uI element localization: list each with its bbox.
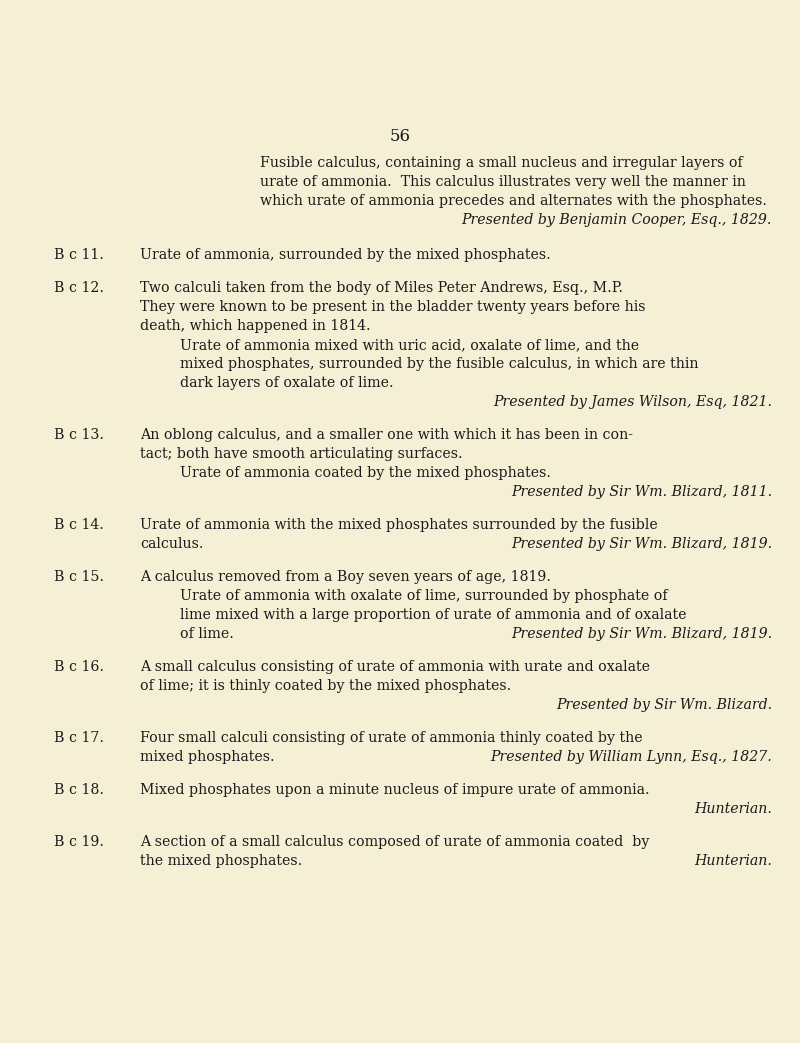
Text: Presented by James Wilson, Esq, 1821.: Presented by James Wilson, Esq, 1821. [493,395,772,409]
Text: Urate of ammonia with the mixed phosphates surrounded by the fusible: Urate of ammonia with the mixed phosphat… [140,518,658,532]
Text: urate of ammonia.  This calculus illustrates very well the manner in: urate of ammonia. This calculus illustra… [260,175,746,189]
Text: A calculus removed from a Boy seven years of age, 1819.: A calculus removed from a Boy seven year… [140,571,551,584]
Text: the mixed phosphates.: the mixed phosphates. [140,854,302,868]
Text: 56: 56 [390,128,410,145]
Text: A section of a small calculus composed of urate of ammonia coated  by: A section of a small calculus composed o… [140,835,650,849]
Text: They were known to be present in the bladder twenty years before his: They were known to be present in the bla… [140,300,646,314]
Text: Mixed phosphates upon a minute nucleus of impure urate of ammonia.: Mixed phosphates upon a minute nucleus o… [140,783,650,797]
Text: Urate of ammonia with oxalate of lime, surrounded by phosphate of: Urate of ammonia with oxalate of lime, s… [180,589,668,603]
Text: Presented by Sir Wm. Blizard, 1819.: Presented by Sir Wm. Blizard, 1819. [511,627,772,641]
Text: Presented by Benjamin Cooper, Esq., 1829.: Presented by Benjamin Cooper, Esq., 1829… [462,213,772,227]
Text: B c 17.: B c 17. [54,731,104,745]
Text: Presented by William Lynn, Esq., 1827.: Presented by William Lynn, Esq., 1827. [490,750,772,765]
Text: Four small calculi consisting of urate of ammonia thinly coated by the: Four small calculi consisting of urate o… [140,731,642,745]
Text: which urate of ammonia precedes and alternates with the phosphates.: which urate of ammonia precedes and alte… [260,194,767,208]
Text: of lime; it is thinly coated by the mixed phosphates.: of lime; it is thinly coated by the mixe… [140,679,511,693]
Text: Hunterian.: Hunterian. [694,854,772,868]
Text: An oblong calculus, and a smaller one with which it has been in con-: An oblong calculus, and a smaller one wi… [140,428,633,442]
Text: Two calculi taken from the body of Miles Peter Andrews, Esq., M.P.: Two calculi taken from the body of Miles… [140,281,623,295]
Text: Urate of ammonia, surrounded by the mixed phosphates.: Urate of ammonia, surrounded by the mixe… [140,248,550,262]
Text: Presented by Sir Wm. Blizard.: Presented by Sir Wm. Blizard. [556,698,772,712]
Text: Urate of ammonia coated by the mixed phosphates.: Urate of ammonia coated by the mixed pho… [180,466,551,480]
Text: tact; both have smooth articulating surfaces.: tact; both have smooth articulating surf… [140,447,462,461]
Text: calculus.: calculus. [140,537,203,551]
Text: Fusible calculus, containing a small nucleus and irregular layers of: Fusible calculus, containing a small nuc… [260,156,742,170]
Text: mixed phosphates.: mixed phosphates. [140,750,274,765]
Text: Urate of ammonia mixed with uric acid, oxalate of lime, and the: Urate of ammonia mixed with uric acid, o… [180,338,639,351]
Text: of lime.: of lime. [180,627,234,641]
Text: B c 13.: B c 13. [54,428,104,442]
Text: death, which happened in 1814.: death, which happened in 1814. [140,319,370,333]
Text: mixed phosphates, surrounded by the fusible calculus, in which are thin: mixed phosphates, surrounded by the fusi… [180,357,698,371]
Text: lime mixed with a large proportion of urate of ammonia and of oxalate: lime mixed with a large proportion of ur… [180,608,686,622]
Text: Presented by Sir Wm. Blizard, 1811.: Presented by Sir Wm. Blizard, 1811. [511,485,772,499]
Text: Hunterian.: Hunterian. [694,802,772,816]
Text: A small calculus consisting of urate of ammonia with urate and oxalate: A small calculus consisting of urate of … [140,660,650,674]
Text: B c 19.: B c 19. [54,835,104,849]
Text: B c 16.: B c 16. [54,660,104,674]
Text: B c 14.: B c 14. [54,518,104,532]
Text: B c 12.: B c 12. [54,281,104,295]
Text: B c 15.: B c 15. [54,571,105,584]
Text: B c 11.: B c 11. [54,248,104,262]
Text: B c 18.: B c 18. [54,783,104,797]
Text: dark layers of oxalate of lime.: dark layers of oxalate of lime. [180,375,394,390]
Text: Presented by Sir Wm. Blizard, 1819.: Presented by Sir Wm. Blizard, 1819. [511,537,772,551]
